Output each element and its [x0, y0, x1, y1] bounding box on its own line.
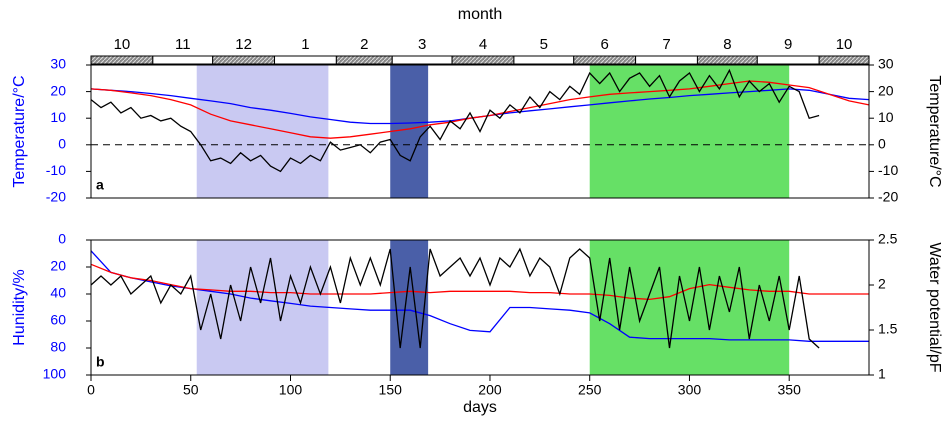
y-tick-label: 10	[50, 109, 66, 125]
series-line	[90, 250, 869, 342]
plot-frame	[90, 64, 870, 199]
y-tick-label: 0	[58, 136, 66, 152]
month-box	[818, 55, 870, 65]
month-label: 9	[784, 36, 792, 53]
panel-label: a	[96, 177, 104, 193]
y-tick-label: 60	[50, 312, 66, 328]
month-label: 4	[479, 36, 487, 53]
series-line	[90, 80, 870, 139]
shaded-span	[589, 240, 790, 375]
x-tick-label: 100	[279, 382, 303, 398]
month-label: 10	[836, 36, 853, 53]
month-box	[212, 55, 276, 65]
month-box	[335, 55, 393, 65]
month-box	[274, 55, 337, 65]
month-box	[635, 55, 698, 65]
month-label: 12	[235, 36, 252, 53]
month-label: 3	[418, 36, 426, 53]
month-label: 8	[723, 36, 731, 53]
y2-axis-title: Temperature/°C	[926, 75, 943, 187]
x-tick-label: 250	[578, 382, 602, 398]
y-tick-label: 20	[50, 258, 66, 274]
y-tick-label: 80	[50, 339, 66, 355]
x-axis-title: days	[463, 399, 497, 416]
month-label: 6	[601, 36, 609, 53]
x-tick-label: 0	[87, 382, 95, 398]
series-line	[90, 263, 869, 301]
y-axis-title: Temperature/°C	[11, 75, 28, 187]
month-label: 1	[301, 36, 309, 53]
shaded-span	[196, 65, 329, 198]
month-box	[756, 55, 820, 65]
month-label: 11	[175, 36, 191, 53]
shaded-span	[390, 65, 429, 198]
y2-tick-label: -10	[878, 162, 898, 178]
y2-tick-label: 0	[878, 136, 886, 152]
y2-tick-label: 2.5	[878, 231, 898, 247]
shaded-span	[589, 65, 790, 198]
y2-tick-label: 10	[878, 109, 894, 125]
panel-label: b	[96, 354, 105, 370]
month-box	[451, 55, 515, 65]
month-box	[391, 55, 453, 65]
y2-axis-title: Water potential/pF	[926, 242, 943, 372]
month-label: 7	[662, 36, 670, 53]
month-box	[90, 55, 154, 65]
y2-tick-label: 30	[878, 56, 894, 72]
y2-tick-label: 20	[878, 82, 894, 98]
y-axis-title: Hunidity/%	[11, 269, 28, 345]
month-label: 5	[540, 36, 548, 53]
month-title: month	[458, 6, 502, 23]
shaded-span	[196, 240, 329, 375]
month-box	[573, 55, 637, 65]
series-line	[90, 68, 820, 173]
month-box	[696, 55, 758, 65]
month-label: 10	[114, 36, 131, 53]
x-tick-label: 200	[478, 382, 502, 398]
y2-tick-label: 1.5	[878, 321, 898, 337]
series-line	[90, 247, 820, 349]
y2-tick-label: -20	[878, 189, 898, 205]
x-tick-label: 50	[183, 382, 199, 398]
plot-frame	[90, 239, 870, 376]
month-box	[513, 55, 575, 65]
month-label: 2	[360, 36, 368, 53]
x-tick-label: 300	[678, 382, 702, 398]
y-tick-label: -20	[46, 189, 66, 205]
y-tick-label: 30	[50, 56, 66, 72]
y-tick-label: -10	[46, 162, 66, 178]
x-tick-label: 350	[778, 382, 802, 398]
x-tick-label: 150	[379, 382, 403, 398]
y-tick-label: 20	[50, 82, 66, 98]
month-box	[152, 55, 214, 65]
y2-tick-label: 2	[878, 276, 886, 292]
y2-tick-label: 1	[878, 366, 886, 382]
y-tick-label: 100	[43, 366, 67, 382]
y-tick-label: 40	[50, 285, 66, 301]
y-tick-label: 0	[58, 231, 66, 247]
